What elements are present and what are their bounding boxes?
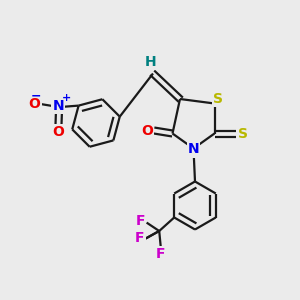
Text: S: S bbox=[238, 127, 248, 140]
Text: +: + bbox=[62, 93, 71, 103]
Text: F: F bbox=[156, 247, 166, 261]
Text: −: − bbox=[31, 89, 41, 102]
Text: N: N bbox=[188, 142, 199, 156]
Text: O: O bbox=[28, 97, 40, 111]
Text: O: O bbox=[52, 125, 64, 139]
Text: H: H bbox=[145, 55, 156, 69]
Text: F: F bbox=[135, 232, 145, 245]
Text: F: F bbox=[136, 214, 146, 228]
Text: S: S bbox=[213, 92, 223, 106]
Text: N: N bbox=[52, 99, 64, 112]
Text: O: O bbox=[141, 124, 153, 137]
